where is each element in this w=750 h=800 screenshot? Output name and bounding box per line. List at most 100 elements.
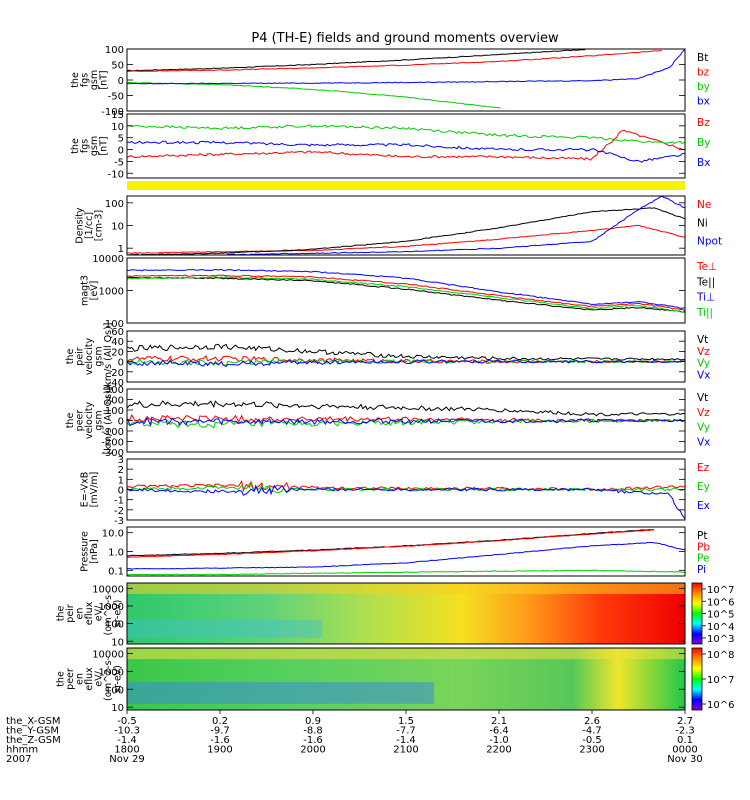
y-axis-label-line: [nT] bbox=[98, 136, 109, 155]
y-tick-label: 0 bbox=[118, 417, 124, 428]
x-tick-label: 2300 bbox=[579, 745, 604, 756]
y-axis-label-line: eV/ bbox=[94, 670, 105, 686]
spectrogram-upper-band bbox=[127, 648, 685, 660]
y-tick-label: 10 bbox=[111, 637, 124, 648]
y-tick-label: 1 bbox=[118, 244, 124, 255]
x-tick-label: 2200 bbox=[486, 745, 511, 756]
legend-label-Te⊥: Te⊥ bbox=[696, 261, 717, 273]
x-tick-label: Nov 30 bbox=[667, 754, 702, 765]
y-tick-label: 100 bbox=[105, 199, 124, 210]
x-tick-label: -2.3 bbox=[675, 726, 695, 737]
series-line-Vt bbox=[127, 400, 685, 417]
panel-10: 10^8 10^7 10^6 10000 1000 100 10 thepeereneflux… bbox=[56, 647, 734, 714]
y-axis-label-line: the bbox=[56, 606, 67, 622]
panel-5: VtVzVyVx6040200-20-40thepeirvelocitygsm[… bbox=[65, 323, 710, 391]
y-tick-label: 100 bbox=[105, 685, 124, 696]
y-axis-label: magt3[eV] bbox=[79, 275, 100, 306]
colorbar bbox=[691, 582, 703, 645]
series-line-Bx bbox=[127, 140, 685, 163]
y-tick-label: -300 bbox=[101, 448, 124, 459]
y-tick-label: 0 bbox=[118, 486, 124, 497]
x-tick-label: -0.5 bbox=[582, 735, 602, 746]
x-tick-label: -7.7 bbox=[396, 726, 416, 737]
y-tick-label: 40 bbox=[111, 337, 124, 348]
legend-label-Npot: Npot bbox=[697, 236, 722, 248]
y-tick-label: 60 bbox=[111, 327, 124, 338]
y-tick-label: 100 bbox=[105, 45, 124, 56]
y-tick-label: 1000 bbox=[99, 287, 124, 298]
x-axis-row-label: hhmm bbox=[6, 745, 38, 756]
x-tick-label: -1.6 bbox=[210, 735, 230, 746]
x-tick-label: -1.0 bbox=[489, 735, 509, 746]
series-line-Bz bbox=[127, 129, 685, 161]
y-axis-label-line: the bbox=[65, 413, 76, 429]
y-tick-label: 20 bbox=[111, 347, 124, 358]
colorbar-tick-label: 10^6 bbox=[707, 700, 734, 711]
x-tick-label: -10.3 bbox=[114, 726, 140, 737]
y-axis-label-line: the bbox=[65, 349, 76, 365]
legend-label-by: by bbox=[697, 81, 710, 93]
series-line-Pe bbox=[127, 569, 685, 576]
y-axis-label-line: [nPa] bbox=[89, 539, 100, 564]
colorbar-tick-label: 10^6 bbox=[707, 597, 734, 608]
x-tick-label: 2.1 bbox=[491, 716, 507, 727]
series-line-Vt bbox=[127, 343, 685, 361]
panel-3: Ne Ni Npot 100 10 1 Density[1/cc][cm-3] bbox=[75, 195, 722, 256]
legend-label-Vx: Vx bbox=[697, 436, 710, 448]
series-line-Ti|| bbox=[127, 276, 685, 314]
legend-label-Vt: Vt bbox=[697, 334, 708, 346]
y-tick-label: 1000 bbox=[99, 667, 124, 678]
series-line-Vz bbox=[127, 413, 685, 423]
y-tick-label: -40 bbox=[108, 378, 124, 389]
legend-label-Bt: Bt bbox=[697, 52, 708, 64]
series-line-bx bbox=[127, 49, 685, 85]
y-tick-label: 100 bbox=[105, 620, 124, 631]
x-tick-label: -8.8 bbox=[303, 726, 323, 737]
series-line-by bbox=[127, 81, 501, 109]
series-line-Te⊥ bbox=[127, 274, 685, 311]
y-axis-label: E=-VxB[mV/m] bbox=[79, 472, 100, 508]
y-axis-label-line: [km/s (All Qs)] bbox=[103, 323, 114, 391]
x-tick-label: -1.4 bbox=[117, 735, 137, 746]
legend-label-Te||: Te|| bbox=[696, 276, 715, 288]
y-tick-label: -100 bbox=[101, 107, 124, 118]
y-axis-label-line: peer bbox=[65, 668, 76, 690]
y-tick-label: 10000 bbox=[92, 584, 124, 595]
series-line-Vx bbox=[127, 416, 685, 427]
y-tick-label: 0 bbox=[118, 358, 124, 369]
y-axis-label-line: peir bbox=[75, 347, 86, 366]
y-tick-label: -100 bbox=[101, 427, 124, 438]
y-axis-label-line: [nT] bbox=[98, 70, 109, 89]
y-axis-label-line: fgs bbox=[79, 73, 90, 87]
legend-label-Pi: Pi bbox=[697, 564, 706, 576]
x-tick-label: 2000 bbox=[300, 745, 325, 756]
colorbar-tick-label: 10^7 bbox=[707, 585, 734, 596]
y-tick-label: 10000 bbox=[92, 254, 124, 265]
y-tick-label: 100 bbox=[105, 319, 124, 330]
y-axis-label-line: peir bbox=[65, 604, 76, 623]
x-tick-label: 2.7 bbox=[677, 716, 693, 727]
legend-label-By: By bbox=[697, 137, 710, 149]
legend-label-Vx: Vx bbox=[697, 369, 710, 381]
x-tick-label: 0.1 bbox=[677, 735, 693, 746]
y-axis-label-line: sr-eV) bbox=[113, 665, 124, 693]
legend-label-Ex: Ex bbox=[697, 500, 710, 512]
panel-frame bbox=[126, 582, 686, 645]
legend-label-Ey: Ey bbox=[697, 481, 710, 493]
y-tick-label: 10.0 bbox=[102, 529, 124, 540]
x-axis-row-label: the_Z-GSM bbox=[6, 735, 61, 746]
y-axis-label-line: velocity bbox=[84, 402, 95, 440]
legend-label-Pt: Pt bbox=[697, 530, 707, 542]
x-tick-label: 1900 bbox=[207, 745, 232, 756]
x-tick-label: Nov 29 bbox=[109, 754, 144, 765]
legend-label-bz: bz bbox=[697, 67, 710, 79]
y-axis-label-line: velocity bbox=[84, 338, 95, 376]
y-tick-label: 0 bbox=[118, 76, 124, 87]
y-axis-label-line: fgs bbox=[79, 139, 90, 153]
